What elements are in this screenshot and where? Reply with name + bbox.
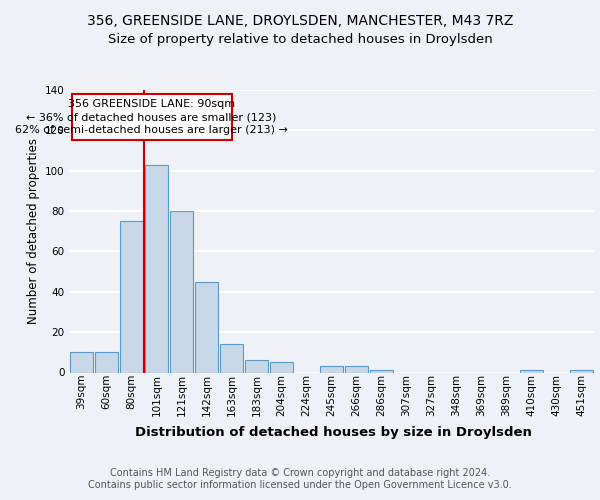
- FancyBboxPatch shape: [71, 94, 232, 140]
- Text: Contains public sector information licensed under the Open Government Licence v3: Contains public sector information licen…: [88, 480, 512, 490]
- Bar: [520, 370, 544, 372]
- Bar: [220, 344, 244, 372]
- Text: Size of property relative to detached houses in Droylsden: Size of property relative to detached ho…: [107, 32, 493, 46]
- Bar: [344, 366, 368, 372]
- Bar: [245, 360, 268, 372]
- Y-axis label: Number of detached properties: Number of detached properties: [26, 138, 40, 324]
- Bar: [194, 282, 218, 372]
- Text: 356, GREENSIDE LANE, DROYLSDEN, MANCHESTER, M43 7RZ: 356, GREENSIDE LANE, DROYLSDEN, MANCHEST…: [87, 14, 513, 28]
- Text: Contains HM Land Registry data © Crown copyright and database right 2024.: Contains HM Land Registry data © Crown c…: [110, 468, 490, 477]
- Bar: [170, 211, 193, 372]
- Bar: [269, 362, 293, 372]
- Text: Distribution of detached houses by size in Droylsden: Distribution of detached houses by size …: [134, 426, 532, 439]
- Bar: [119, 221, 143, 372]
- Bar: [320, 366, 343, 372]
- Bar: [70, 352, 94, 372]
- Bar: [569, 370, 593, 372]
- Bar: [145, 164, 169, 372]
- Bar: [95, 352, 118, 372]
- Bar: [370, 370, 394, 372]
- Text: 356 GREENSIDE LANE: 90sqm
← 36% of detached houses are smaller (123)
62% of semi: 356 GREENSIDE LANE: 90sqm ← 36% of detac…: [15, 99, 288, 136]
